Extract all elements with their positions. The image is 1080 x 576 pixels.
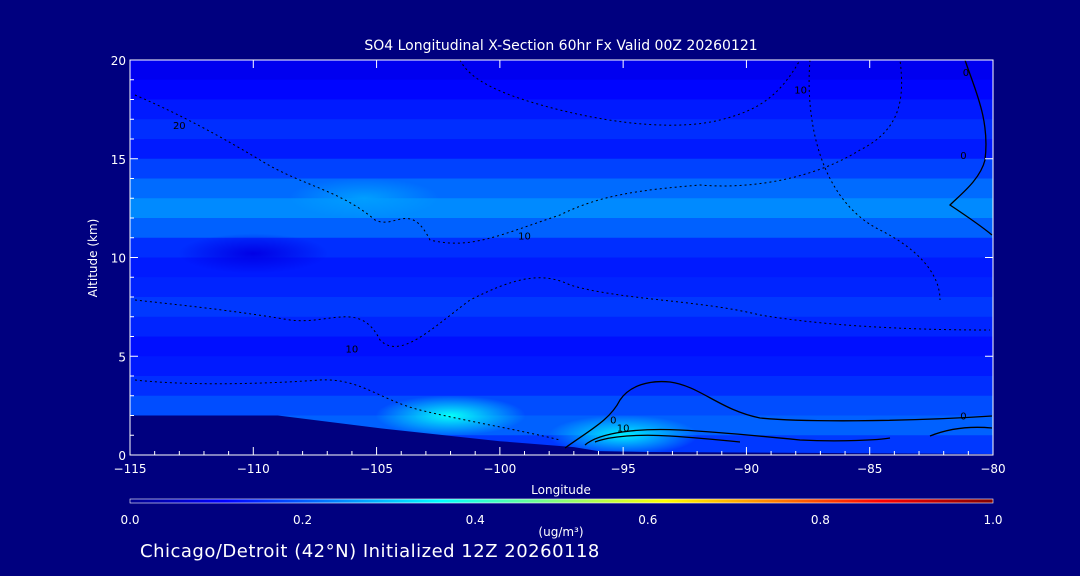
concentration-band	[130, 257, 993, 278]
contour-dotted-right	[808, 60, 941, 301]
x-tick-label: −90	[734, 462, 759, 476]
contour-label: 0	[963, 68, 969, 79]
y-tick-label: 15	[111, 153, 126, 167]
concentration-band	[130, 336, 993, 357]
colorbar-ticks: 0.0 0.2 0.4 0.6 0.8 1.0	[120, 513, 1002, 527]
colorbar-tick-label: 0.2	[293, 513, 312, 527]
contour-label: 10	[617, 423, 630, 434]
concentration-band	[130, 99, 993, 120]
concentration-band	[130, 395, 993, 416]
terrain-mask	[130, 415, 993, 455]
colorbar-tick-label: 0.0	[120, 513, 139, 527]
x-tick-label: −115	[114, 462, 147, 476]
concentration-feature	[375, 395, 526, 436]
x-tick-label: −105	[360, 462, 393, 476]
y-axis-label: Altitude (km)	[86, 219, 100, 298]
concentration-band	[130, 356, 993, 377]
x-axis-label: Longitude	[531, 483, 591, 497]
y-tick-label: 5	[118, 350, 126, 364]
concentration-band	[130, 139, 993, 160]
concentration-band	[130, 218, 993, 239]
footer-caption: Chicago/Detroit (42°N) Initialized 12Z 2…	[140, 541, 600, 562]
concentration-feature	[289, 178, 440, 219]
contour-solid-right-upper	[948, 60, 993, 236]
concentration-features	[178, 178, 699, 455]
colorbar-tick-label: 1.0	[983, 513, 1002, 527]
contour-dotted-upper	[134, 60, 903, 244]
y-axis: 0 5 10 15 20	[111, 54, 993, 463]
concentration-band	[130, 237, 993, 258]
contour-label: 0	[610, 415, 616, 426]
contour-label: 20	[173, 121, 186, 132]
x-tick-label: −95	[610, 462, 635, 476]
contour-dotted-high	[459, 60, 801, 126]
colorbar-unit-label: (ug/m³)	[538, 525, 583, 539]
contour-dotted-low	[134, 379, 561, 441]
terrain-layer	[130, 415, 993, 455]
colorbar	[129, 498, 994, 504]
concentration-band	[130, 316, 993, 337]
contour-label: 10	[794, 86, 807, 97]
colorbar-tick-label: 0.4	[466, 513, 485, 527]
chart-title: SO4 Longitudinal X-Section 60hr Fx Valid…	[364, 38, 757, 54]
concentration-band	[130, 119, 993, 140]
contour-solid-right-lower	[929, 426, 993, 437]
colorbar-tick-label: 0.8	[811, 513, 830, 527]
concentration-band	[130, 60, 993, 81]
concentration-band	[130, 376, 993, 397]
contour-dotted-middle	[134, 277, 991, 347]
y-tick-label: 10	[111, 252, 126, 266]
concentration-band	[130, 178, 993, 199]
contour-label: 0	[960, 411, 966, 422]
concentration-band	[130, 158, 993, 179]
concentration-feature	[178, 233, 329, 274]
contour-label: 10	[518, 232, 531, 243]
x-tick-label: −80	[980, 462, 1005, 476]
concentration-band	[130, 277, 993, 298]
concentration-band	[130, 297, 993, 318]
colorbar-tick-label: 0.6	[638, 513, 657, 527]
x-tick-label: −110	[237, 462, 270, 476]
concentration-band	[130, 79, 993, 100]
cross-section-chart: SO4 Longitudinal X-Section 60hr Fx Valid…	[86, 38, 1006, 539]
x-tick-label: −100	[483, 462, 516, 476]
y-tick-label: 0	[118, 449, 126, 463]
contour-label: 0	[960, 151, 966, 162]
contour-label: 10	[346, 344, 359, 355]
x-axis: −115 −110 −105 −100 −95 −90 −85 −80	[114, 60, 1006, 476]
concentration-band	[130, 198, 993, 219]
contour-solid-plume	[564, 380, 993, 449]
contour-solid-inner	[594, 434, 741, 443]
x-tick-label: −85	[857, 462, 882, 476]
y-tick-label: 20	[111, 54, 126, 68]
contour-lines	[134, 60, 993, 449]
contour-solid-core	[584, 428, 891, 446]
